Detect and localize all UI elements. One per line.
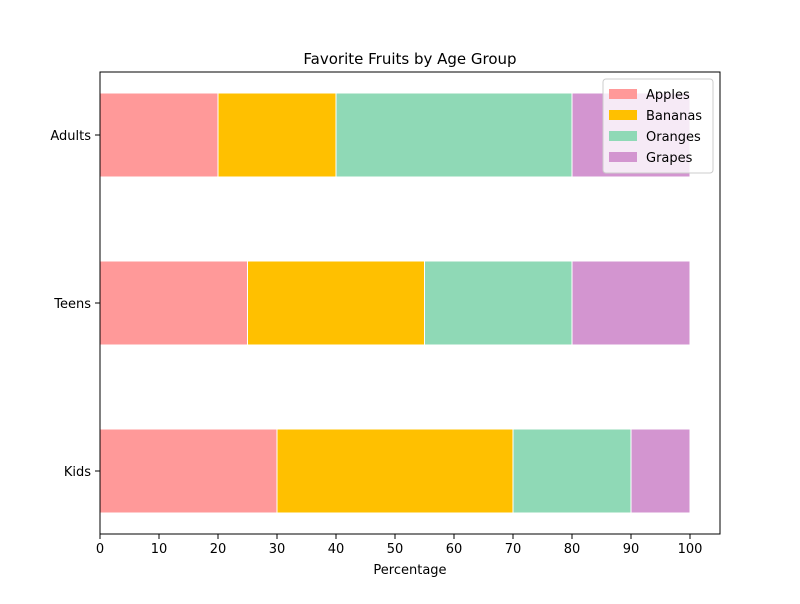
legend-label-oranges: Oranges [646, 130, 701, 145]
bar-adults-oranges [335, 92, 573, 178]
bar-kids-oranges [512, 428, 632, 514]
legend-swatch-apples [609, 89, 637, 99]
x-tick-label: 10 [151, 542, 168, 557]
x-tick-label: 70 [505, 542, 522, 557]
bar-kids-apples [99, 428, 278, 514]
y-axis: Kids Teens Adults [50, 129, 100, 480]
x-tick-label: 50 [387, 542, 404, 557]
x-tick-label: 20 [210, 542, 227, 557]
bar-adults-apples [99, 92, 219, 178]
x-tick-label: 40 [328, 542, 345, 557]
chart-title: Favorite Fruits by Age Group [303, 50, 516, 68]
bar-teens-apples [99, 260, 248, 346]
legend-label-apples: Apples [646, 88, 690, 103]
bar-adults-bananas [217, 92, 337, 178]
x-tick-label: 0 [96, 542, 104, 557]
legend-swatch-bananas [609, 110, 637, 120]
x-tick-label: 80 [564, 542, 581, 557]
bar-teens-grapes [571, 260, 691, 346]
bar-kids-grapes [630, 428, 691, 514]
bar-teens-oranges [424, 260, 573, 346]
y-tick-label-teens: Teens [53, 297, 91, 312]
legend-swatch-oranges [609, 131, 637, 141]
x-axis-label: Percentage [373, 563, 446, 578]
x-tick-label: 90 [623, 542, 640, 557]
legend: Apples Bananas Oranges Grapes [602, 78, 714, 174]
x-tick-label: 100 [678, 542, 703, 557]
legend-label-grapes: Grapes [646, 151, 693, 166]
legend-swatch-grapes [609, 152, 637, 162]
x-tick-label: 60 [446, 542, 463, 557]
legend-box [602, 78, 714, 174]
legend-label-bananas: Bananas [646, 109, 702, 124]
y-tick-label-adults: Adults [50, 129, 91, 144]
y-tick-label-kids: Kids [64, 465, 91, 480]
bar-kids-bananas [276, 428, 514, 514]
bars-layer [99, 92, 691, 514]
x-axis: 0 10 20 30 40 50 60 70 80 90 100 [96, 534, 703, 557]
bar-teens-bananas [247, 260, 425, 346]
x-tick-label: 30 [269, 542, 286, 557]
